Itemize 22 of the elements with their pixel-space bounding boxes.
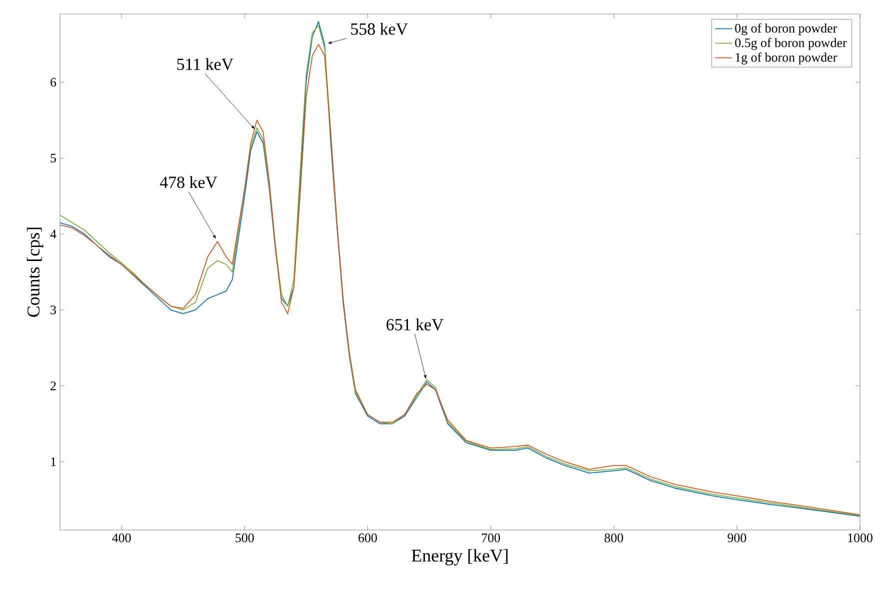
legend-label: 1g of boron powder bbox=[736, 52, 838, 64]
annotation: 651 keV bbox=[386, 318, 444, 330]
x-tick-label: 1000 bbox=[848, 534, 872, 542]
y-axis-title: Counts [cps] bbox=[26, 228, 44, 317]
y-tick-label: 5 bbox=[50, 154, 56, 162]
x-tick-label: 900 bbox=[728, 534, 746, 542]
y-tick-label: 1 bbox=[51, 457, 56, 466]
x-tick-label: 800 bbox=[604, 534, 624, 542]
y-tick-label: 6 bbox=[50, 78, 56, 87]
legend-label: 0g of boron powder bbox=[735, 23, 838, 36]
legend-label: 0.5g of boron powder bbox=[735, 38, 847, 50]
x-tick-label: 600 bbox=[358, 534, 377, 542]
y-tick-label: 3 bbox=[50, 306, 56, 314]
y-tick-label: 2 bbox=[50, 382, 56, 390]
annotation: 558 keV bbox=[351, 22, 408, 35]
annotation: 478 keV bbox=[160, 176, 218, 188]
y-tick-label: 4 bbox=[50, 230, 56, 238]
x-tick-label: 500 bbox=[236, 534, 254, 542]
annotation: 511 keV bbox=[177, 58, 234, 70]
x-tick-label: 700 bbox=[482, 534, 500, 542]
x-tick-label: 400 bbox=[112, 534, 131, 542]
x-axis-title: Energy [keV] bbox=[412, 549, 508, 566]
